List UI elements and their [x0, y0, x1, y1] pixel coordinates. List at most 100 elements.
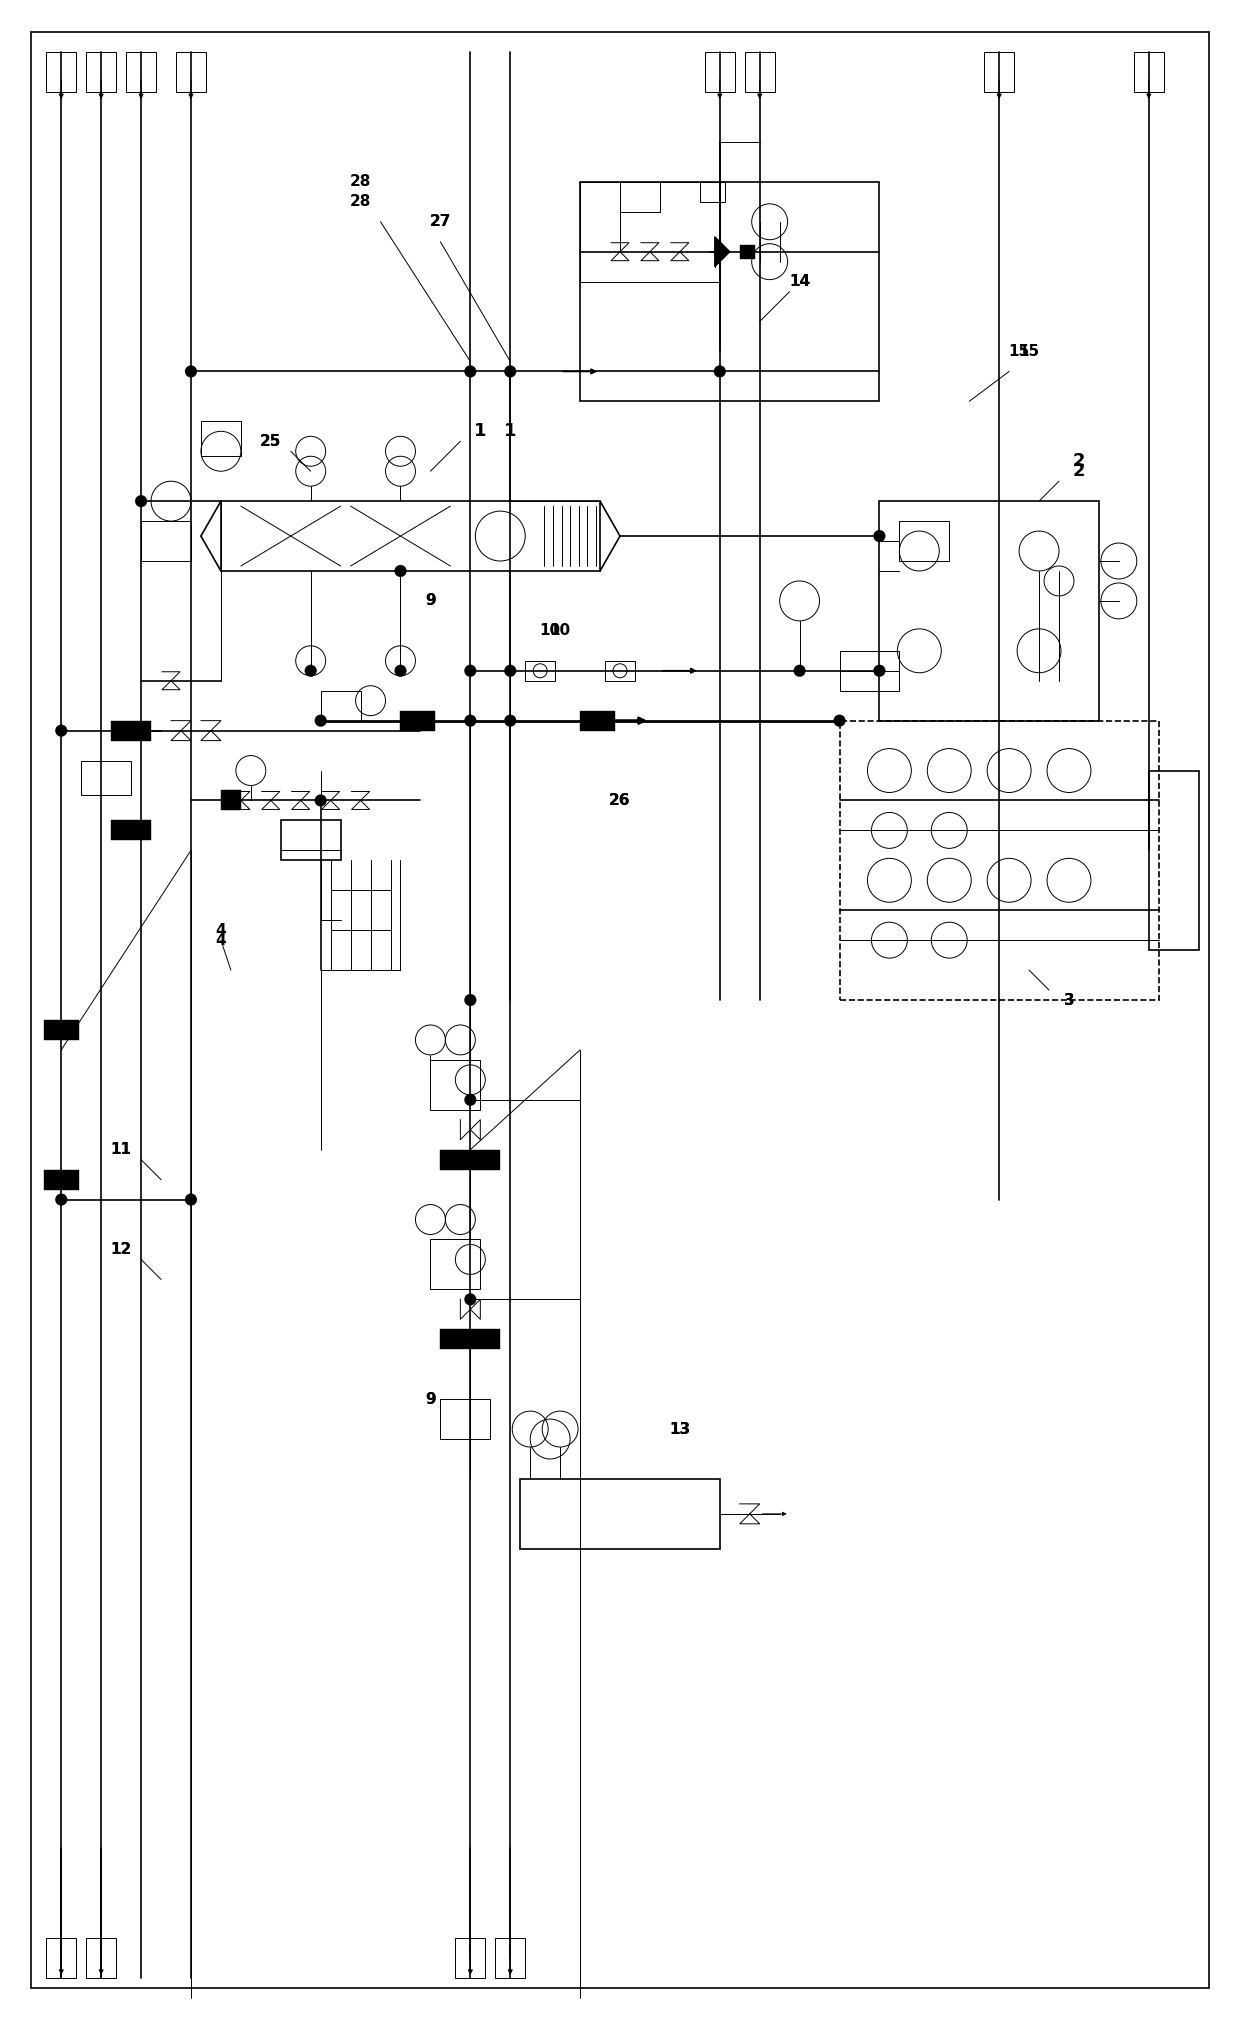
Bar — [839, 721, 1159, 999]
Bar — [440, 1149, 500, 1169]
Text: 11: 11 — [110, 1143, 131, 1157]
Circle shape — [56, 725, 67, 737]
Circle shape — [464, 365, 476, 378]
Bar — [430, 1060, 480, 1110]
Circle shape — [464, 993, 476, 1005]
Bar — [46, 1938, 76, 1979]
Bar — [526, 660, 556, 680]
Bar — [176, 52, 206, 93]
Text: 14: 14 — [789, 275, 810, 289]
Text: 11: 11 — [110, 1143, 131, 1157]
Bar — [201, 422, 241, 456]
Circle shape — [185, 365, 197, 378]
Circle shape — [873, 664, 885, 676]
Text: 4: 4 — [216, 923, 226, 937]
Circle shape — [464, 1094, 476, 1106]
Circle shape — [315, 715, 326, 727]
Bar — [455, 1938, 485, 1979]
Text: 13: 13 — [670, 1421, 691, 1438]
Circle shape — [185, 1193, 197, 1205]
Text: 10: 10 — [549, 624, 570, 638]
Text: 3: 3 — [1064, 993, 1074, 1007]
Bar — [112, 721, 151, 741]
Circle shape — [794, 664, 806, 676]
Text: 12: 12 — [110, 1242, 131, 1258]
Bar — [81, 761, 131, 795]
Bar — [1133, 52, 1164, 93]
Bar — [430, 1240, 480, 1290]
Text: 28: 28 — [350, 194, 371, 210]
Bar — [704, 52, 735, 93]
Bar — [740, 244, 755, 258]
Bar — [495, 1938, 526, 1979]
Bar — [879, 501, 1099, 721]
Text: 1: 1 — [503, 422, 517, 440]
Text: 10: 10 — [539, 624, 560, 638]
Text: 14: 14 — [789, 275, 810, 289]
Text: 25: 25 — [260, 434, 281, 448]
Text: 26: 26 — [609, 793, 631, 808]
Text: 27: 27 — [430, 214, 451, 230]
Text: 2: 2 — [1073, 462, 1085, 481]
Bar — [126, 52, 156, 93]
Circle shape — [305, 664, 316, 676]
Circle shape — [873, 531, 885, 541]
Circle shape — [505, 715, 516, 727]
Circle shape — [464, 715, 476, 727]
Text: 9: 9 — [425, 594, 435, 608]
Bar — [401, 711, 435, 731]
Bar — [280, 820, 341, 860]
Bar — [45, 1020, 79, 1040]
Text: 25: 25 — [260, 434, 281, 448]
Bar — [620, 182, 660, 212]
Text: 9: 9 — [425, 1391, 435, 1407]
Text: 4: 4 — [216, 933, 226, 947]
Circle shape — [394, 565, 407, 577]
Bar — [899, 521, 950, 561]
Circle shape — [394, 664, 407, 676]
Bar — [46, 52, 76, 93]
Text: 28: 28 — [350, 174, 371, 190]
Bar — [440, 1329, 500, 1349]
Text: 1: 1 — [474, 422, 486, 440]
Text: 15: 15 — [1008, 343, 1029, 359]
Bar — [580, 182, 719, 281]
Bar — [87, 52, 117, 93]
Bar — [605, 660, 635, 680]
Bar — [839, 650, 899, 690]
Circle shape — [464, 1294, 476, 1306]
Text: 3: 3 — [1064, 993, 1074, 1007]
Text: 26: 26 — [609, 793, 631, 808]
Bar — [521, 1480, 719, 1549]
Text: 9: 9 — [425, 594, 435, 608]
Bar — [221, 791, 241, 810]
Bar — [87, 1938, 117, 1979]
Bar — [580, 182, 879, 402]
Bar — [440, 1399, 490, 1440]
Bar — [141, 521, 191, 561]
Bar — [45, 1169, 79, 1189]
Circle shape — [464, 664, 476, 676]
Text: 27: 27 — [430, 214, 451, 230]
Circle shape — [135, 495, 148, 507]
Circle shape — [833, 715, 846, 727]
Circle shape — [505, 365, 516, 378]
Circle shape — [56, 1193, 67, 1205]
Text: 2: 2 — [1073, 452, 1085, 470]
Polygon shape — [714, 236, 730, 267]
Bar — [745, 52, 775, 93]
Text: 9: 9 — [425, 1391, 435, 1407]
Circle shape — [505, 664, 516, 676]
Circle shape — [315, 795, 326, 806]
Bar — [321, 690, 361, 721]
Bar — [221, 501, 600, 571]
Text: 12: 12 — [110, 1242, 131, 1258]
Text: 13: 13 — [670, 1421, 691, 1438]
Bar — [580, 711, 615, 731]
Circle shape — [714, 365, 725, 378]
Text: 15: 15 — [1018, 343, 1039, 359]
Bar — [985, 52, 1014, 93]
Bar — [699, 182, 724, 202]
Bar — [1148, 771, 1199, 951]
Bar — [112, 820, 151, 840]
